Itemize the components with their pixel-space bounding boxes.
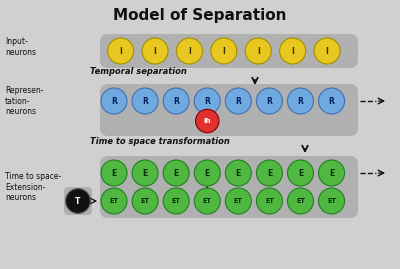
Text: E: E: [174, 168, 179, 178]
Text: E: E: [329, 168, 334, 178]
Text: Ih: Ih: [204, 118, 211, 124]
Text: E: E: [111, 168, 117, 178]
FancyBboxPatch shape: [100, 156, 358, 218]
Circle shape: [101, 160, 127, 186]
Text: R: R: [298, 97, 304, 105]
Text: I: I: [291, 47, 294, 55]
Circle shape: [108, 38, 134, 64]
Text: R: R: [142, 97, 148, 105]
Text: R: R: [173, 97, 179, 105]
Circle shape: [132, 160, 158, 186]
Circle shape: [256, 88, 282, 114]
Circle shape: [280, 38, 306, 64]
Circle shape: [225, 88, 251, 114]
Text: E: E: [298, 168, 303, 178]
Circle shape: [101, 188, 127, 214]
Circle shape: [142, 38, 168, 64]
Circle shape: [225, 160, 251, 186]
Text: I: I: [257, 47, 260, 55]
Circle shape: [194, 88, 220, 114]
Circle shape: [163, 160, 189, 186]
Text: Time to space transformation: Time to space transformation: [90, 136, 230, 146]
Circle shape: [163, 88, 189, 114]
Circle shape: [66, 189, 90, 213]
FancyBboxPatch shape: [100, 34, 358, 68]
Text: T: T: [75, 196, 81, 206]
Text: E: E: [267, 168, 272, 178]
Text: E: E: [236, 168, 241, 178]
Text: Model of Separation: Model of Separation: [113, 8, 287, 23]
Text: E: E: [142, 168, 148, 178]
Circle shape: [288, 188, 314, 214]
Circle shape: [288, 160, 314, 186]
Circle shape: [132, 188, 158, 214]
Circle shape: [318, 160, 344, 186]
Text: ET: ET: [327, 198, 336, 204]
Text: ET: ET: [110, 198, 118, 204]
Text: Represen-
tation-
neurons: Represen- tation- neurons: [5, 86, 44, 116]
Circle shape: [196, 109, 219, 133]
Text: ET: ET: [265, 198, 274, 204]
FancyBboxPatch shape: [64, 187, 92, 215]
Text: I: I: [188, 47, 191, 55]
Circle shape: [176, 38, 202, 64]
Text: ET: ET: [296, 198, 305, 204]
Text: R: R: [204, 97, 210, 105]
Text: R: R: [329, 97, 334, 105]
Circle shape: [194, 188, 220, 214]
Circle shape: [314, 38, 340, 64]
Text: I: I: [154, 47, 156, 55]
Text: R: R: [235, 97, 241, 105]
Circle shape: [211, 38, 237, 64]
Circle shape: [256, 188, 282, 214]
Text: E: E: [205, 168, 210, 178]
Text: Temporal separation: Temporal separation: [90, 68, 187, 76]
Circle shape: [245, 38, 271, 64]
Text: ET: ET: [140, 198, 150, 204]
Circle shape: [256, 160, 282, 186]
Text: Time to space-
Extension-
neurons: Time to space- Extension- neurons: [5, 172, 61, 202]
Circle shape: [194, 160, 220, 186]
Circle shape: [101, 88, 127, 114]
Text: R: R: [111, 97, 117, 105]
Text: ET: ET: [234, 198, 243, 204]
Circle shape: [288, 88, 314, 114]
Text: I: I: [119, 47, 122, 55]
FancyBboxPatch shape: [100, 84, 358, 136]
Text: I: I: [326, 47, 328, 55]
Circle shape: [318, 88, 344, 114]
Text: ET: ET: [172, 198, 181, 204]
Text: ET: ET: [203, 198, 212, 204]
Circle shape: [225, 188, 251, 214]
Circle shape: [318, 188, 344, 214]
Text: I: I: [222, 47, 225, 55]
Circle shape: [163, 188, 189, 214]
Text: Input-
neurons: Input- neurons: [5, 37, 36, 57]
Circle shape: [132, 88, 158, 114]
Text: R: R: [266, 97, 272, 105]
